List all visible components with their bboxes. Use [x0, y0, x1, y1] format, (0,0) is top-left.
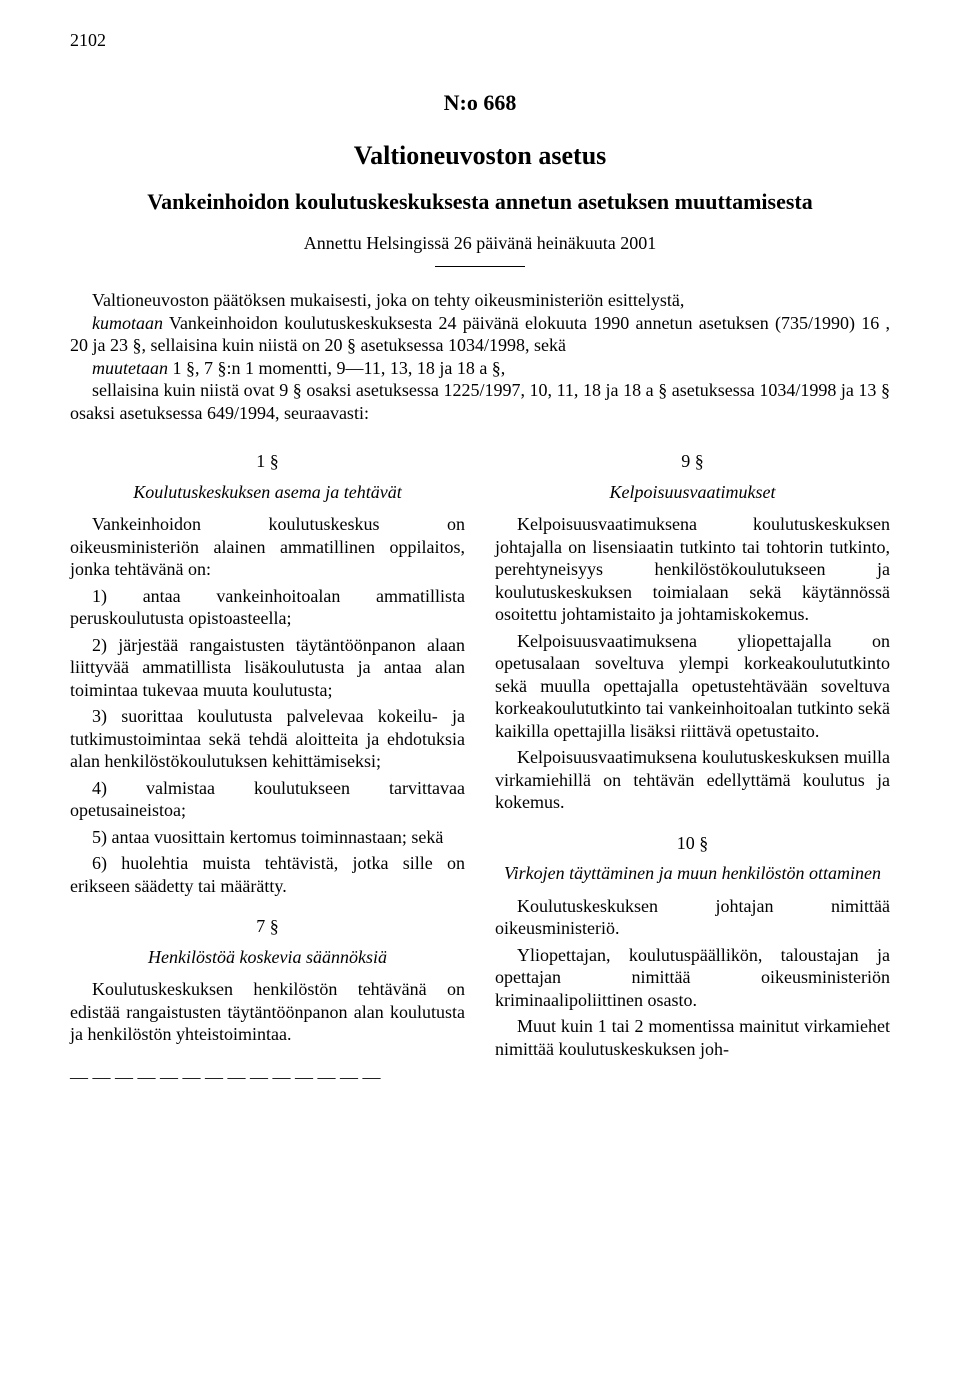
preamble-p2-rest: Vankeinhoidon koulutuskeskuksesta 24 päi… [70, 313, 890, 356]
doc-given: Annettu Helsingissä 26 päivänä heinäkuut… [70, 233, 890, 254]
document-page: 2102 N:o 668 Valtioneuvoston asetus Vank… [0, 0, 960, 1375]
s7-p1: Koulutuskeskuksen henkilöstön tehtävänä … [70, 978, 465, 1046]
s9-title: Kelpoisuusvaatimukset [495, 481, 890, 504]
right-column: 9 § Kelpoisuusvaatimukset Kelpoisuusvaat… [495, 444, 890, 1088]
s10-number: 10 § [495, 832, 890, 855]
heading-block: N:o 668 Valtioneuvoston asetus Vankeinho… [70, 90, 890, 267]
page-number: 2102 [70, 30, 106, 51]
s1-l4: 4) valmistaa koulutukseen tarvittavaa op… [70, 777, 465, 822]
doc-number: N:o 668 [70, 90, 890, 116]
s1-l1: 1) antaa vankeinhoitoalan ammatillista p… [70, 585, 465, 630]
s1-l2: 2) järjestää rangaistusten täytäntöönpan… [70, 634, 465, 702]
s1-title: Koulutuskeskuksen asema ja tehtävät [70, 481, 465, 504]
left-column: 1 § Koulutuskeskuksen asema ja tehtävät … [70, 444, 465, 1088]
s7-title: Henkilöstöä koskevia säännöksiä [70, 946, 465, 969]
s1-l5: 5) antaa vuosittain kertomus toiminnasta… [70, 826, 465, 849]
preamble-p2-italic: kumotaan [92, 313, 163, 333]
s9-p1: Kelpoisuusvaatimuksena koulutuskeskuksen… [495, 513, 890, 626]
s1-l6: 6) huolehtia muista tehtävistä, jotka si… [70, 852, 465, 897]
preamble-p1: Valtioneuvoston päätöksen mukaisesti, jo… [70, 289, 890, 312]
s10-p1: Koulutuskeskuksen johtajan nimittää oike… [495, 895, 890, 940]
s1-p1: Vankeinhoidon koulutuskeskus on oikeusmi… [70, 513, 465, 581]
doc-type: Valtioneuvoston asetus [70, 141, 890, 171]
s9-p3: Kelpoisuusvaatimuksena koulutuskeskuksen… [495, 746, 890, 814]
doc-title: Vankeinhoidon koulutuskeskuksesta annetu… [70, 189, 890, 215]
s1-number: 1 § [70, 450, 465, 473]
s9-p2: Kelpoisuusvaatimuksena yliopettajalla on… [495, 630, 890, 743]
title-separator [435, 266, 525, 267]
s10-p2: Yliopettajan, koulutuspäällikön, taloust… [495, 944, 890, 1012]
s10-title: Virkojen täyttäminen ja muun henkilöstön… [495, 862, 890, 885]
columns: 1 § Koulutuskeskuksen asema ja tehtävät … [70, 444, 890, 1088]
footnote-separator: — — — — — — — — — — — — — — [70, 1066, 465, 1089]
s10-p3: Muut kuin 1 tai 2 momentissa mainitut vi… [495, 1015, 890, 1060]
preamble-p3-rest: 1 §, 7 §:n 1 momentti, 9—11, 13, 18 ja 1… [168, 358, 505, 378]
preamble-p4: sellaisina kuin niistä ovat 9 § osaksi a… [70, 379, 890, 424]
s7-number: 7 § [70, 915, 465, 938]
preamble-p3: muutetaan 1 §, 7 §:n 1 momentti, 9—11, 1… [70, 357, 890, 380]
preamble-p2: kumotaan Vankeinhoidon koulutuskeskukses… [70, 312, 890, 357]
preamble-p3-italic: muutetaan [92, 358, 168, 378]
preamble: Valtioneuvoston päätöksen mukaisesti, jo… [70, 289, 890, 424]
s1-l3: 3) suorittaa koulutusta palvelevaa kokei… [70, 705, 465, 773]
s9-number: 9 § [495, 450, 890, 473]
